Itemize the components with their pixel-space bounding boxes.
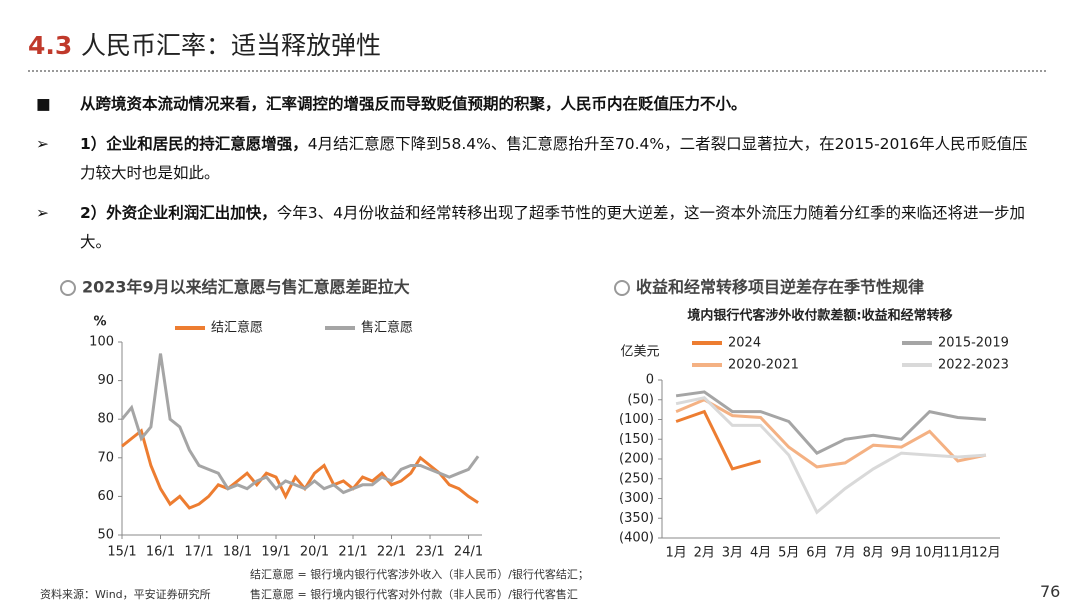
text-run: 1）企业和居民的持汇意愿增强， xyxy=(80,135,308,153)
x-tick-label: 15/1 xyxy=(107,545,136,560)
title-num: 4.3 xyxy=(28,31,73,60)
y-tick-label: (200) xyxy=(619,452,654,467)
legend-label: 2015-2019 xyxy=(938,336,1009,351)
legend-label: 2022-2023 xyxy=(938,358,1009,373)
text-run: 2）外资企业利润汇出加快， xyxy=(80,204,277,222)
legend-label: 售汇意愿 xyxy=(361,320,413,336)
text-run: 从跨境资本流动情况来看，汇率调控的增强反而导致贬值预期的积聚，人民币内在贬值压力… xyxy=(80,95,747,113)
chart-title: 2023年9月以来结汇意愿与售汇意愿差距拉大 xyxy=(82,278,410,297)
chart-subtitle: 境内银行代客涉外收付款差额:收益和经常转移 xyxy=(687,308,952,324)
x-tick-label: 18/1 xyxy=(223,545,252,560)
y-tick-label: 70 xyxy=(97,450,114,465)
bullet: ➢ 2）外资企业利润汇出加快，今年3、4月份收益和经常转移出现了超季节性的更大逆差… xyxy=(36,199,1036,257)
series-line xyxy=(121,428,479,510)
y-axis-label: % xyxy=(93,315,106,330)
note: 结汇意愿 = 银行境内银行代客涉外收入（非人民币）/银行代客结汇； xyxy=(250,568,589,581)
y-axis-label: 亿美元 xyxy=(620,345,659,360)
x-tick-label: 22/1 xyxy=(377,545,406,560)
x-tick-label: 17/1 xyxy=(184,545,213,560)
bullet-text: 1）企业和居民的持汇意愿增强，4月结汇意愿下降到58.4%、售汇意愿抬升至70.… xyxy=(80,130,1036,188)
x-tick-label: 8月 xyxy=(863,546,884,561)
y-tick-label: (250) xyxy=(619,471,654,486)
source: 资料来源：Wind，平安证券研究所 xyxy=(40,588,211,601)
chart-title: 收益和经常转移项目逆差存在季节性规律 xyxy=(636,278,924,297)
text-run: 今年3、4月份收益和经常转移出现了超季节性的更大逆差，这一资本外流压力随着分红季… xyxy=(80,204,1026,251)
x-tick-label: 21/1 xyxy=(338,545,367,560)
y-tick-label: (300) xyxy=(619,491,654,506)
x-tick-label: 1月 xyxy=(665,546,686,561)
y-tick-label: (100) xyxy=(619,412,654,427)
series-line xyxy=(675,398,987,469)
y-tick-label: (150) xyxy=(619,432,654,447)
y-tick-label: 60 xyxy=(97,489,114,504)
title-text: 人民币汇率：适当释放弹性 xyxy=(81,31,382,60)
y-tick-label: (400) xyxy=(619,531,654,546)
y-tick-label: (50) xyxy=(627,392,654,407)
rule xyxy=(28,70,1046,72)
y-tick-label: (350) xyxy=(619,511,654,526)
bullet-text: 2）外资企业利润汇出加快，今年3、4月份收益和经常转移出现了超季节性的更大逆差，… xyxy=(80,199,1036,257)
bullet-text: 从跨境资本流动情况来看，汇率调控的增强反而导致贬值预期的积聚，人民币内在贬值压力… xyxy=(80,90,1036,119)
x-tick-label: 9月 xyxy=(891,546,912,561)
x-tick-label: 6月 xyxy=(806,546,827,561)
series-line xyxy=(120,353,480,495)
series-line xyxy=(675,409,762,471)
y-tick-label: 90 xyxy=(97,373,114,388)
title-icon xyxy=(60,280,76,296)
series-line xyxy=(675,396,987,515)
y-tick-label: 80 xyxy=(97,412,114,427)
y-tick-label: 100 xyxy=(89,335,114,350)
title: 4.3 人民币汇率：适当释放弹性 xyxy=(28,26,381,62)
bullet-marker: ■ xyxy=(36,95,51,113)
bullet: ➢ 1）企业和居民的持汇意愿增强，4月结汇意愿下降到58.4%、售汇意愿抬升至70… xyxy=(36,130,1036,188)
title-icon xyxy=(614,280,630,296)
bullet: ■ 从跨境资本流动情况来看，汇率调控的增强反而导致贬值预期的积聚，人民币内在贬值压… xyxy=(36,90,1036,119)
x-tick-label: 19/1 xyxy=(261,545,290,560)
x-tick-label: 3月 xyxy=(722,546,743,561)
x-tick-label: 20/1 xyxy=(300,545,329,560)
x-tick-label: 23/1 xyxy=(415,545,444,560)
legend-label: 2024 xyxy=(728,336,761,351)
x-tick-label: 4月 xyxy=(750,546,771,561)
series-line xyxy=(675,390,987,455)
bullet-marker: ➢ xyxy=(36,204,49,222)
y-tick-label: 50 xyxy=(97,528,114,543)
x-tick-label: 2月 xyxy=(694,546,715,561)
x-tick-label: 5月 xyxy=(778,546,799,561)
x-tick-label: 16/1 xyxy=(146,545,175,560)
x-tick-label: 10月 xyxy=(915,546,945,561)
x-tick-label: 24/1 xyxy=(454,545,483,560)
page-number: 76 xyxy=(1040,582,1061,601)
text-run: 4月结汇意愿下降到58.4%、售汇意愿抬升至70.4%，二者裂口显著拉大，在20… xyxy=(80,135,1028,182)
x-tick-label: 12月 xyxy=(971,546,1001,561)
legend-label: 结汇意愿 xyxy=(211,320,263,336)
legend-label: 2020-2021 xyxy=(728,358,799,373)
note: 售汇意愿 = 银行境内银行代客对外付款（非人民币）/银行代客售汇 xyxy=(250,588,578,601)
bullet-marker: ➢ xyxy=(36,135,49,153)
x-tick-label: 7月 xyxy=(834,546,855,561)
x-tick-label: 11月 xyxy=(943,546,973,561)
y-tick-label: 0 xyxy=(646,373,654,388)
